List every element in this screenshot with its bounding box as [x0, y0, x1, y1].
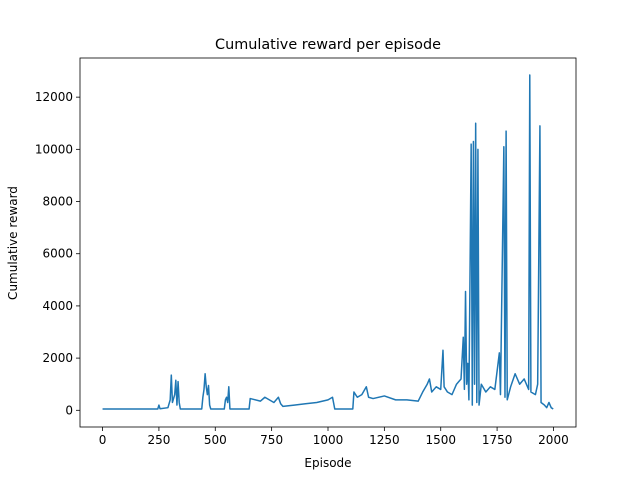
- x-tick-label: 1000: [313, 433, 344, 447]
- y-tick-label: 4000: [42, 299, 73, 313]
- y-tick-label: 6000: [42, 247, 73, 261]
- y-tick-label: 0: [65, 403, 73, 417]
- x-tick-label: 1500: [425, 433, 456, 447]
- x-tick-label: 1750: [482, 433, 513, 447]
- y-axis-label: Cumulative reward: [6, 186, 20, 300]
- y-tick-label: 2000: [42, 351, 73, 365]
- x-tick-label: 0: [99, 433, 107, 447]
- x-tick-label: 250: [147, 433, 170, 447]
- x-axis-label: Episode: [304, 456, 351, 470]
- chart-title: Cumulative reward per episode: [215, 37, 441, 53]
- y-tick-label: 12000: [35, 90, 73, 104]
- y-tick-label: 10000: [35, 142, 73, 156]
- plot-frame: [79, 57, 577, 428]
- x-tick-label: 1250: [369, 433, 400, 447]
- x-tick-label: 2000: [538, 433, 569, 447]
- y-tick-label: 8000: [42, 195, 73, 209]
- x-tick-label: 750: [260, 433, 283, 447]
- line: [102, 74, 554, 410]
- x-tick-label: 500: [204, 433, 227, 447]
